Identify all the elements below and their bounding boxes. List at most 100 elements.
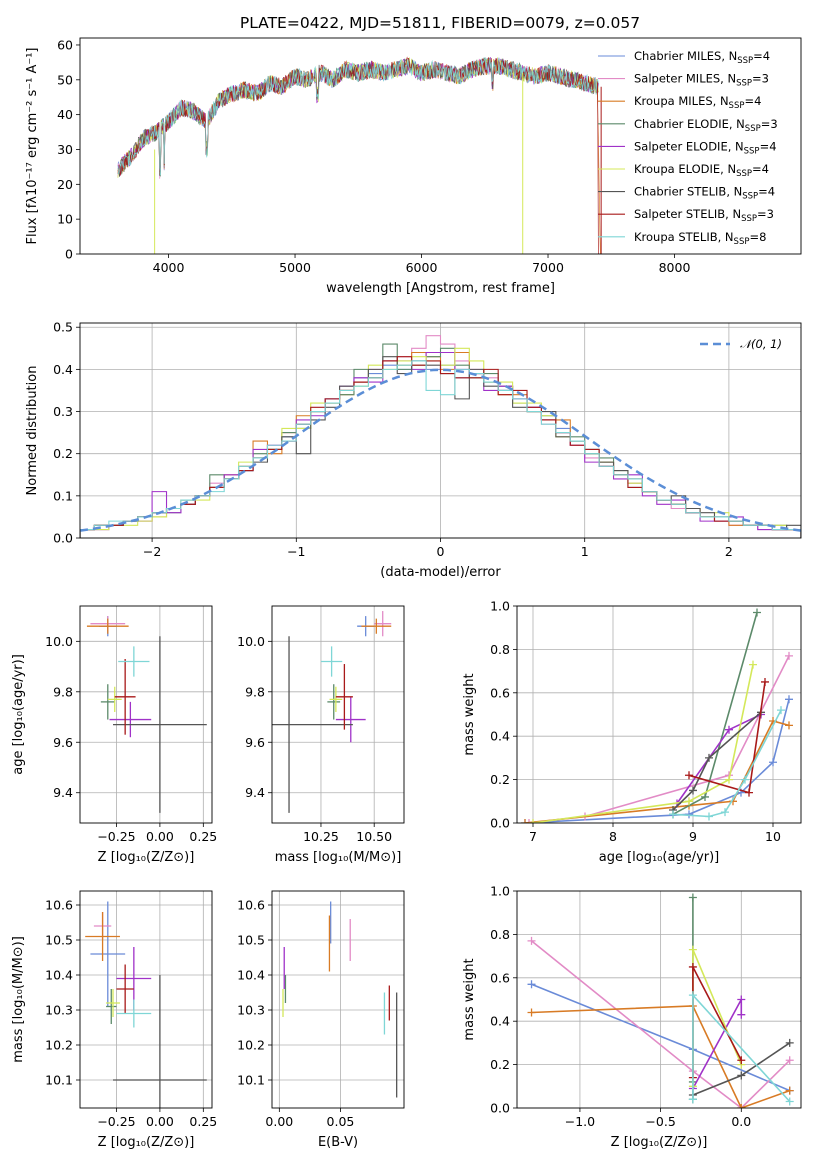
legend-label: Kroupa MILES, NSSP=4 — [634, 94, 761, 111]
x-tick-label: 7000 — [532, 260, 564, 275]
legend-label: Salpeter ELODIE, NSSP=4 — [634, 139, 777, 156]
y-tick-label: 10.6 — [45, 898, 73, 913]
weight-marker — [785, 1038, 794, 1047]
mass-EBV-plot-area — [282, 901, 398, 1098]
y-tick-label: 10.4 — [45, 968, 73, 983]
weight-marker — [761, 677, 769, 686]
x-tick-label: 0.0 — [731, 1114, 751, 1129]
x-tick-label: −0.5 — [645, 1114, 675, 1129]
x-tick-label: 0.00 — [146, 1114, 174, 1129]
y-tick-label: 1.0 — [490, 599, 510, 614]
x-tick-label: −2 — [143, 544, 161, 559]
x-tick-label: 5000 — [279, 260, 311, 275]
weight-marker — [705, 812, 713, 821]
weight-marker — [685, 797, 693, 806]
weight-marker — [701, 792, 709, 801]
legend-label: 𝒩(0, 1) — [740, 337, 782, 351]
x-tick-label: 7 — [529, 829, 537, 844]
x-tick-label: 10 — [765, 829, 781, 844]
weight-marker — [785, 721, 793, 730]
weight-marker — [685, 771, 693, 780]
age-Z-grid — [80, 606, 212, 823]
axes-frame — [516, 605, 802, 824]
weight-marker — [689, 786, 697, 795]
x-tick-label: −1.0 — [565, 1114, 595, 1129]
spectrum-line — [117, 56, 601, 254]
y-tick-label: 50 — [57, 72, 73, 87]
y-tick-label: 10.5 — [45, 933, 73, 948]
age-mass-plot-area — [272, 611, 392, 813]
weight-marker — [785, 1056, 794, 1065]
y-tick-label: 9.4 — [245, 785, 265, 800]
y-axis-label: mass weight — [462, 958, 477, 1040]
x-tick-label: 10.25 — [303, 829, 339, 844]
x-axis-label: wavelength [Angstrom, rest frame] — [326, 281, 555, 296]
chart-title: PLATE=0422, MJD=51811, FIBERID=0079, z=0… — [240, 14, 640, 32]
y-tick-label: 0.2 — [490, 1057, 510, 1072]
y-tick-label: 10.6 — [237, 898, 265, 913]
y-tick-label: 10.1 — [237, 1073, 265, 1088]
residuals-plot-area — [80, 335, 801, 538]
weight-marker — [737, 1104, 746, 1108]
x-tick-label: 0.25 — [189, 829, 217, 844]
mass-EBV-panel: 0.00 0.05 10.1 10.2 10.3 10.4 10.5 10.6 E(B-V) — [237, 890, 405, 1150]
histogram-step — [80, 360, 801, 538]
legend-label: Salpeter STELIB, NSSP=3 — [634, 207, 774, 224]
weight-marker — [688, 1095, 697, 1104]
y-tick-label: 0.4 — [490, 729, 510, 744]
y-tick-label: 0.3 — [53, 404, 73, 419]
weight-marker — [785, 1086, 794, 1095]
x-axis-label: Z [log₁₀(Z/Z⊙)] — [98, 1135, 195, 1150]
y-axis-label: mass [log₁₀(M/M⊙)] — [11, 936, 26, 1063]
y-tick-label: 9.6 — [53, 735, 73, 750]
weight-marker — [688, 945, 697, 954]
y-tick-label: 0.2 — [490, 772, 510, 787]
weight-marker — [737, 995, 746, 1004]
weight-marker — [688, 991, 697, 1000]
x-tick-label: 4000 — [153, 260, 185, 275]
weight-marker — [725, 775, 733, 784]
weight-line — [692, 949, 743, 1087]
age-mass-panel: 10.25 10.50 9.4 9.6 9.8 10.0 mass [log₁₀(M/M⊙)… — [237, 605, 405, 865]
y-tick-label: 0.5 — [53, 320, 73, 335]
y-tick-label: 0.0 — [53, 531, 73, 546]
x-tick-label: 9 — [689, 829, 697, 844]
y-axis-label: age [log₁₀(age/yr)] — [11, 654, 26, 775]
weight-marker — [688, 893, 697, 902]
y-axis-label: Normed distribution — [25, 366, 40, 496]
y-tick-label: 0.0 — [490, 1101, 510, 1116]
axes-frame — [516, 890, 802, 1109]
x-tick-label: 0.05 — [327, 1114, 355, 1129]
y-tick-label: 0.8 — [490, 927, 510, 942]
residuals-panel: −2 −1 0 1 2 0.0 0.1 0.2 0.3 0.4 0.5 (data-model)/er… — [25, 320, 802, 580]
axes-frame — [79, 605, 213, 824]
y-tick-label: 10 — [57, 212, 73, 227]
weight-marker — [769, 758, 777, 767]
x-axis-label: Z [log₁₀(Z/Z⊙)] — [611, 1135, 708, 1150]
y-tick-label: 0.4 — [53, 362, 73, 377]
weight-marker — [527, 980, 536, 989]
age-Z-plot-area — [86, 616, 207, 813]
weight-line — [531, 1005, 790, 1108]
weight-line — [532, 664, 754, 823]
axes-frame — [271, 605, 405, 824]
weight-marker — [529, 819, 537, 823]
x-axis-label: mass [log₁₀(M/M⊙)] — [275, 850, 402, 865]
y-tick-label: 9.8 — [245, 684, 265, 699]
y-tick-label: 10.0 — [45, 634, 73, 649]
x-tick-label: 10.50 — [356, 829, 392, 844]
mass-Z-plot-area — [85, 901, 207, 1108]
y-axis-label: Flux [fλ10⁻¹⁷ erg cm⁻² s⁻¹ A⁻¹] — [25, 48, 40, 245]
y-tick-label: 9.4 — [53, 785, 73, 800]
spectrum-line — [117, 57, 601, 254]
spectrum-panel: 4000 5000 6000 7000 8000 0 10 20 30 40 50 60 wavelen… — [25, 37, 802, 296]
y-tick-label: 9.8 — [53, 684, 73, 699]
spectrum-legend: Chabrier MILES, NSSP=4 Salpeter MILES, NS… — [598, 49, 778, 247]
axes-frame — [79, 37, 802, 255]
x-tick-label: 1 — [581, 544, 589, 559]
x-tick-label: 0.00 — [146, 829, 174, 844]
weight-marker — [737, 1056, 746, 1065]
x-axis-label: Z [log₁₀(Z/Z⊙)] — [98, 850, 195, 865]
y-tick-label: 10.5 — [237, 933, 265, 948]
legend-label: Kroupa STELIB, NSSP=8 — [634, 230, 766, 247]
